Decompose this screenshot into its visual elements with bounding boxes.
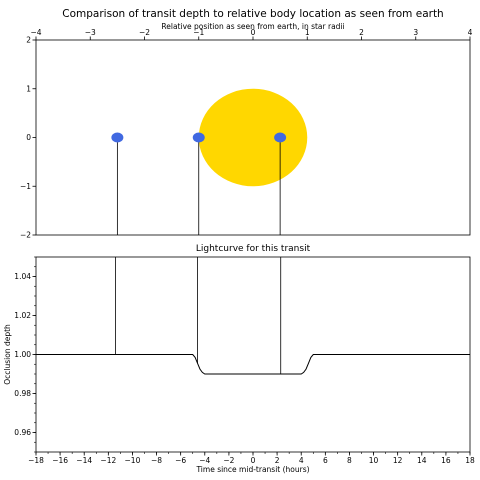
- bottom-y-tick-label: 0.98: [14, 389, 31, 398]
- bottom-x-tick-label: −2: [223, 456, 234, 465]
- top-x-tick-label: 2: [359, 28, 364, 37]
- top-plot-area: −4 −3 −2 −1 0 1 2 3 4 −2 −1 0 1 2: [20, 28, 473, 240]
- top-x-tick-label: 0: [251, 28, 256, 37]
- bottom-y-axis-label: Occlusion depth: [3, 324, 12, 385]
- bottom-x-tick-label: 2: [275, 456, 280, 465]
- top-y-tick-label: 0: [26, 133, 31, 142]
- bottom-x-tick-label: 16: [441, 456, 451, 465]
- planet-dot: [192, 132, 205, 143]
- bottom-x-tick-label: −10: [125, 456, 141, 465]
- star-disc: [198, 88, 308, 187]
- bottom-x-tick-label: 8: [347, 456, 352, 465]
- bottom-x-tick-label: 12: [393, 456, 403, 465]
- bottom-x-tick-label: 18: [465, 456, 475, 465]
- top-y-tick-label: −1: [20, 182, 31, 191]
- bottom-x-tick-label: 14: [417, 456, 427, 465]
- top-y-tick-label: 1: [26, 84, 31, 93]
- top-y-tick-label: −2: [20, 231, 31, 240]
- bottom-x-tick-label: −18: [28, 456, 44, 465]
- planet-dot: [274, 132, 287, 143]
- bottom-x-tick-label: −8: [151, 456, 162, 465]
- bottom-chart-title: Lightcurve for this transit: [196, 244, 311, 254]
- top-chart-title: Comparison of transit depth to relative …: [62, 8, 443, 20]
- bottom-x-tick-label: −14: [76, 456, 92, 465]
- top-y-tick-label: 2: [26, 36, 31, 45]
- top-x-axis-label: Relative position as seen from earth, in…: [161, 22, 344, 31]
- bottom-y-tick-label: 1.00: [14, 350, 31, 359]
- bottom-y-tick-label: 1.02: [14, 311, 31, 320]
- bottom-x-axis-label: Time since mid-transit (hours): [195, 465, 309, 474]
- top-x-tick-label: 4: [468, 28, 473, 37]
- bottom-plot-area: −18 −16 −14 −12 −10 −8 −6 −4 −2 0 2 4 6 8 10 12 14 16 18 0.…: [14, 256, 475, 465]
- top-x-tick-label: −2: [139, 28, 150, 37]
- bottom-x-tick-label: 10: [369, 456, 379, 465]
- bottom-x-tick-label: −12: [100, 456, 116, 465]
- bottom-x-tick-label: 4: [299, 456, 304, 465]
- top-x-tick-label: −4: [30, 28, 41, 37]
- planet-dot: [111, 132, 124, 143]
- lightcurve-line: [36, 354, 470, 375]
- bottom-x-tick-label: 0: [251, 456, 256, 465]
- bottom-x-tick-label: 6: [323, 456, 328, 465]
- bottom-y-tick-label: 0.96: [14, 428, 31, 437]
- top-x-tick-label: 1: [305, 28, 310, 37]
- top-x-tick-label: 3: [413, 28, 418, 37]
- bottom-x-tick-label: −16: [52, 456, 68, 465]
- top-x-tick-label: −3: [85, 28, 96, 37]
- bottom-y-tick-label: 1.04: [14, 272, 31, 281]
- bottom-x-tick-label: −6: [175, 456, 186, 465]
- bottom-x-tick-label: −4: [199, 456, 210, 465]
- top-x-tick-label: −1: [193, 28, 204, 37]
